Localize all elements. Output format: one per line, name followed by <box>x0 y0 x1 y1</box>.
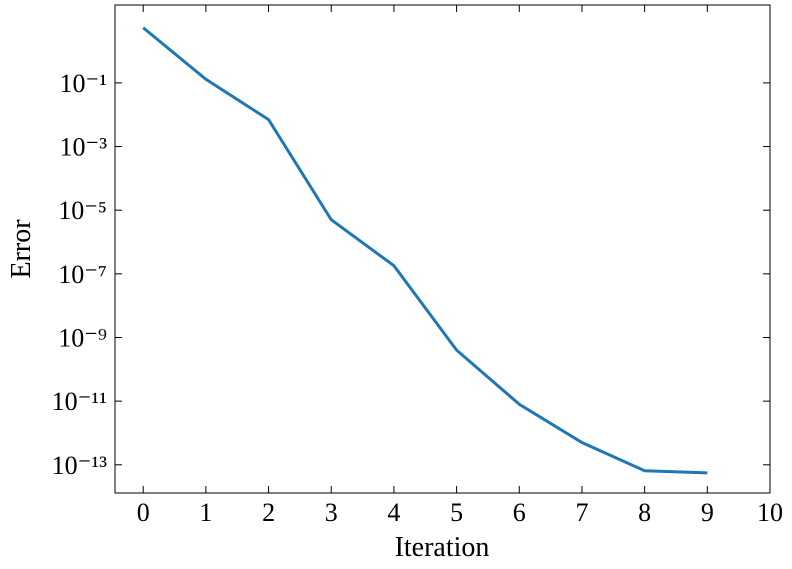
y-tick-label: 10⁻¹³ <box>52 451 108 480</box>
y-tick-label: 10⁻⁹ <box>58 323 107 352</box>
x-tick-label: 10 <box>757 498 783 527</box>
y-tick-label: 10⁻⁵ <box>58 196 107 225</box>
y-tick-label: 10⁻¹ <box>59 69 107 98</box>
y-tick-label: 10⁻¹¹ <box>52 387 107 416</box>
x-tick-label: 4 <box>387 498 400 527</box>
x-tick-label: 0 <box>137 498 150 527</box>
x-axis-label: Iteration <box>395 532 490 563</box>
x-tick-label: 5 <box>450 498 463 527</box>
plot-frame <box>114 4 771 494</box>
x-tick-label: 9 <box>701 498 714 527</box>
x-tick-label: 2 <box>262 498 275 527</box>
x-tick-label: 6 <box>513 498 526 527</box>
line <box>142 26 708 475</box>
y-axis-label: Error <box>6 219 37 279</box>
y-tick-label: 10⁻⁷ <box>58 260 107 289</box>
x-tick-label: 3 <box>325 498 338 527</box>
x-tick-label: 7 <box>575 498 588 527</box>
y-tick-label: 10⁻³ <box>59 133 107 162</box>
x-tick-label: 8 <box>638 498 651 527</box>
x-tick-label: 1 <box>199 498 212 527</box>
